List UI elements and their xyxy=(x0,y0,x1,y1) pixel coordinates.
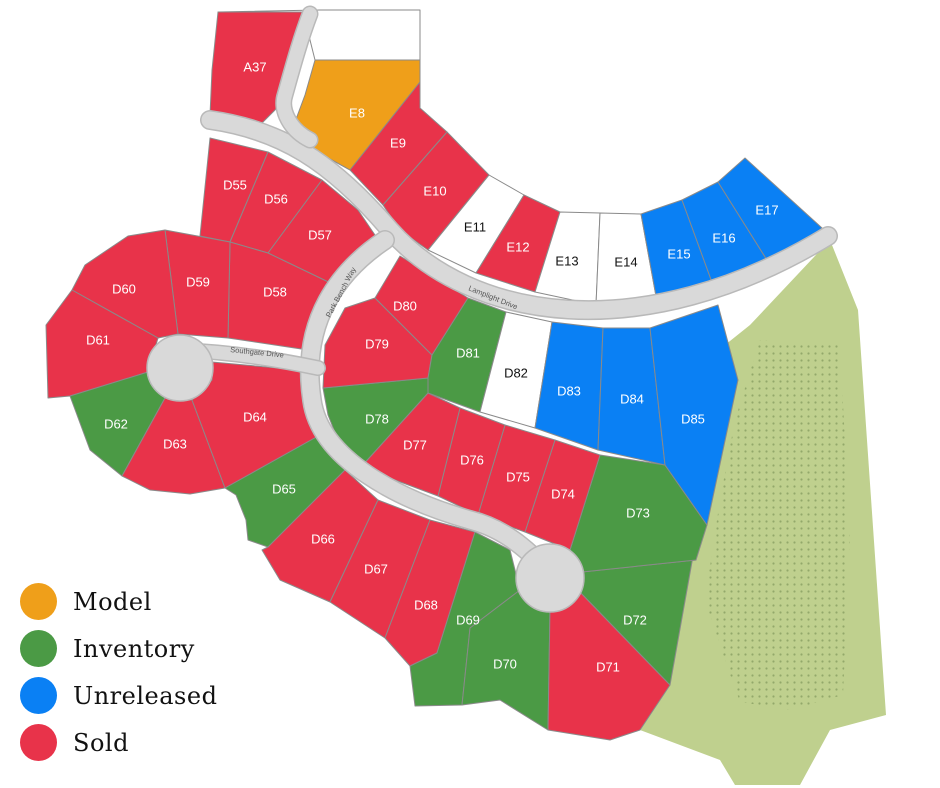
legend: Model Inventory Unreleased Sold xyxy=(20,578,217,766)
legend-label-inventory: Inventory xyxy=(73,634,195,663)
model-dot-icon xyxy=(20,583,57,620)
lot-label-e7: E7 xyxy=(360,26,376,41)
roads xyxy=(146,5,838,613)
legend-label-sold: Sold xyxy=(73,728,129,757)
legend-item-model[interactable]: Model xyxy=(20,578,217,625)
legend-item-inventory[interactable]: Inventory xyxy=(20,625,217,672)
lot-d85[interactable] xyxy=(649,304,739,526)
sold-dot-icon xyxy=(20,724,57,761)
open-space xyxy=(640,240,886,785)
unreleased-dot-icon xyxy=(20,677,57,714)
legend-label-unreleased: Unreleased xyxy=(73,681,218,710)
open-space-dotted-area xyxy=(705,340,850,710)
cul-de-sac-park-bench xyxy=(515,543,585,613)
legend-item-unreleased[interactable]: Unreleased xyxy=(20,672,217,719)
legend-item-sold[interactable]: Sold xyxy=(20,719,217,766)
inventory-dot-icon xyxy=(20,630,57,667)
legend-label-model: Model xyxy=(73,587,152,616)
lots xyxy=(45,9,823,741)
cul-de-sac-southgate xyxy=(146,334,214,402)
